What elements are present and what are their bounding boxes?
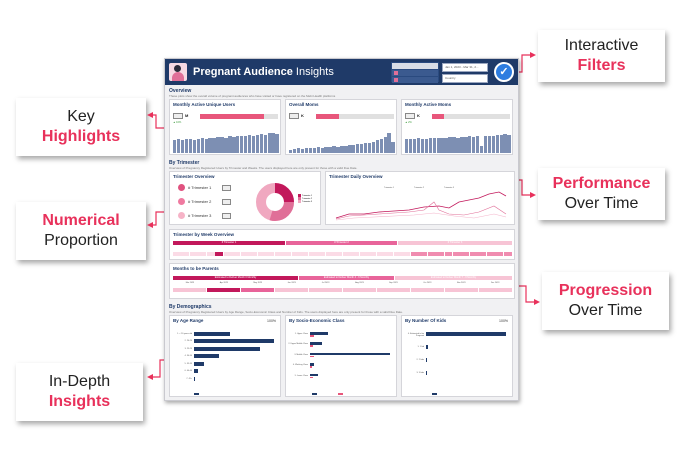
legend-swatch — [194, 393, 199, 395]
months-band-2: Estimated to Deliver Month 4 - 6 Monthly — [299, 276, 394, 280]
number-of-kids-bar-chart: 0. Estimated to be Pregnant 1. 1 kid 2. 2 … — [402, 332, 514, 388]
callout-line1: Performance — [552, 175, 651, 192]
card-trimester-daily-overview: Trimester Daily Overview Trimester 1 Tri… — [325, 171, 515, 225]
sparkline-bars — [173, 130, 279, 153]
svg-text:Trimester 2: Trimester 2 — [414, 186, 425, 189]
svg-text:Trimester 3: Trimester 3 — [444, 186, 455, 189]
kpi-image-icon — [405, 113, 415, 119]
member-type-filter-table[interactable] — [391, 62, 439, 83]
card-overall-moms: Overall Moms K — [285, 99, 397, 155]
trimester-2-row: # Trimester 2 — [178, 198, 231, 205]
months-band-1: Estimated to Deliver Month 0 Monthly — [173, 276, 298, 280]
progress-bar — [432, 114, 510, 119]
callout-key-highlights: Key Highlights — [16, 98, 146, 156]
card-by-socio-economic-class: By Socio-Economic Class 1. Upper Class 2.… — [285, 315, 397, 397]
callout-line2: Over Time — [568, 302, 643, 319]
card-trimester-by-week: Trimester by Week Overview # Trimester 1… — [169, 229, 515, 260]
months-cells — [173, 288, 513, 292]
date-range-filter[interactable]: Jan 1, 2023 - Mar 31, 2... — [442, 63, 488, 72]
callout-line1: Interactive — [564, 37, 639, 54]
week-band-trimester-3: # Trimester 3 — [398, 241, 512, 245]
trimester-3-row: # Trimester 3 — [178, 212, 231, 219]
country-filter[interactable]: Country — [442, 74, 488, 83]
card-monthly-active-unique-users: Monthly Active Unique Users M ▲ 16% — [169, 99, 281, 155]
apply-filters-button[interactable]: ✓ — [494, 62, 514, 82]
callout-line1: Progression — [558, 282, 653, 299]
dashboard-header: Pregnant Audience Insights Jan 1, 2023 -… — [165, 59, 518, 85]
week-band-trimester-1: # Trimester 1 — [173, 241, 285, 245]
card-monthly-active-moms: Monthly Active Moms K ▲ 2% — [401, 99, 513, 155]
callout-performance-over-time: Performance Over Time — [538, 168, 665, 220]
legend-swatch — [312, 393, 317, 395]
months-labels: Mar 2023 Apr 2023 May 2023 Jun 2023 Jul 2023… — [185, 282, 500, 284]
dashboard-screenshot: Pregnant Audience Insights Jan 1, 2023 -… — [164, 58, 519, 401]
check-icon: ✓ — [499, 66, 509, 78]
dashboard-title: Pregnant Audience Insights — [193, 66, 334, 78]
callout-progression-over-time: Progression Over Time — [542, 272, 669, 330]
by-trimester-title: By Trimester — [169, 160, 200, 166]
fetus-icon — [178, 198, 185, 205]
embryo-icon — [178, 184, 185, 191]
kpi-image-icon — [173, 113, 183, 119]
card-by-number-of-kids: By Number Of Kids 100% 0. Estimated to b… — [401, 315, 513, 397]
months-band-3: Estimated to Deliver Month 7 - 9 Monthly — [395, 276, 512, 280]
kpi-image-icon — [289, 113, 299, 119]
trimester-1-row: # Trimester 1 — [178, 184, 231, 191]
socio-economic-bar-chart: 1. Upper Class 2. Upper Middle Class 3. Mi… — [286, 332, 398, 388]
donut-legend: Trimester 1 Trimester 2 Trimester 3 — [298, 194, 312, 203]
baby-icon — [178, 212, 185, 219]
svg-text:Trimester 1: Trimester 1 — [384, 186, 395, 189]
callout-line2: Insights — [48, 393, 111, 410]
legend-swatch — [338, 393, 343, 395]
card-months-to-be-parents: Months to be Parents Estimated to Delive… — [169, 263, 515, 299]
week-band-trimester-2: # Trimester 2 — [286, 241, 397, 245]
callout-line2: Filters — [577, 57, 626, 74]
sparkline-bars — [289, 130, 395, 153]
by-trimester-desc: Overview of Pregnancy Registered Users b… — [169, 166, 358, 170]
week-cells — [173, 252, 512, 256]
pregnant-woman-logo-icon — [169, 63, 187, 81]
overview-title: Overview — [169, 88, 192, 94]
callout-line1: In-Depth — [48, 373, 111, 390]
progress-bar — [316, 114, 394, 119]
demographics-desc: Overview of Pregnancy Registered Users b… — [169, 310, 403, 314]
card-by-age-range: By Age Range 100% 1. < 20 years old 2. 20… — [169, 315, 281, 397]
age-range-bar-chart: 1. < 20 years old 2. 20-24 3. 25-29 4. 30-3… — [170, 332, 282, 388]
demographics-title: By Demographics — [169, 304, 212, 310]
callout-in-depth-insights: In-Depth Insights — [16, 363, 143, 421]
progress-bar — [200, 114, 278, 119]
trimester-donut-chart — [256, 183, 294, 221]
callout-line1: Numerical — [42, 212, 120, 229]
callout-numerical-proportion: Numerical Proportion — [16, 202, 146, 260]
legend-swatch — [432, 393, 437, 395]
callout-line1: Key — [67, 108, 95, 125]
sparkline-bars — [405, 130, 511, 153]
callout-line2: Highlights — [41, 128, 121, 145]
trimester-daily-line-chart: Trimester 1 Trimester 2 Trimester 3 — [335, 186, 507, 221]
callout-interactive-filters: Interactive Filters — [538, 30, 665, 82]
card-trimester-overview: Trimester Overview # Trimester 1 # Trime… — [169, 171, 321, 225]
overview-desc: These plots show the overall volume of p… — [169, 94, 336, 98]
callout-line2: Proportion — [44, 232, 118, 249]
callout-line2: Over Time — [564, 195, 639, 212]
